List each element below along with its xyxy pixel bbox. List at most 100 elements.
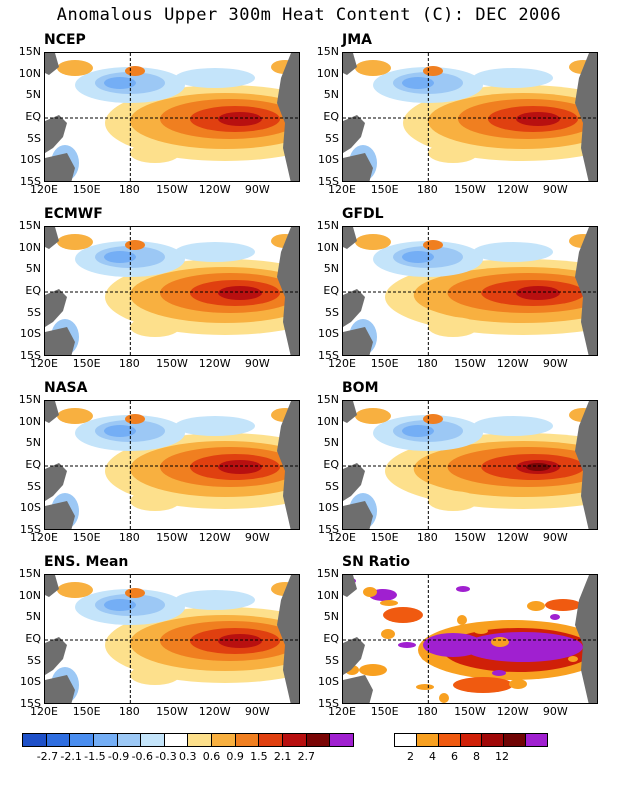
sn-speck — [421, 651, 431, 661]
lat-tick-label: 10S — [318, 675, 339, 689]
lon-tick-label: 150W — [156, 705, 188, 718]
lat-tick-label: 15N — [18, 45, 41, 58]
lon-tick-label: 120E — [30, 183, 58, 196]
lon-tick-label: 90W — [542, 357, 568, 370]
lat-tick-label: 5N — [25, 88, 41, 102]
land-maritime — [45, 637, 67, 675]
lon-tick-label: 90W — [542, 183, 568, 196]
land-americas — [575, 227, 597, 355]
anomaly-cool — [175, 68, 255, 88]
map-field — [44, 52, 300, 182]
colorbar-swatch — [235, 734, 260, 746]
lat-tick-label: 10N — [18, 240, 41, 254]
colorbar-swatch — [283, 734, 307, 746]
lon-tick-label: 120E — [328, 531, 356, 544]
lat-tick-label: EQ — [25, 110, 41, 123]
lon-tick-label: 150W — [156, 183, 188, 196]
colorbar-label: -2.1 — [60, 750, 82, 763]
panel-title: ECMWF — [44, 206, 103, 222]
sn-region — [359, 664, 387, 676]
anomaly-cool — [175, 242, 255, 262]
anomaly-warm — [218, 286, 262, 300]
lon-tick-label: 150W — [454, 531, 486, 544]
lon-tick-label: 90W — [244, 183, 270, 196]
anomaly-cool — [175, 416, 255, 436]
anomaly-warm — [423, 414, 443, 424]
lon-tick-label: 120W — [198, 531, 231, 544]
colorbar-swatch — [46, 734, 71, 746]
lat-tick-label: 10S — [318, 501, 339, 515]
lon-tick-label: 120E — [30, 531, 58, 544]
lat-tick-label: 15S — [20, 697, 41, 710]
lat-tick-label: 15S — [318, 697, 339, 710]
lat-tick-label: EQ — [25, 284, 41, 297]
lat-tick-label: 5S — [325, 305, 339, 319]
colorbar-swatch — [504, 734, 527, 746]
sn-speck — [492, 670, 506, 676]
land-americas — [575, 575, 597, 703]
map-field — [342, 226, 598, 356]
land-australia — [45, 501, 75, 529]
land-australia — [45, 675, 75, 703]
anomaly-cool — [104, 425, 136, 437]
lat-tick-label: 5S — [27, 305, 41, 319]
colorbar-label: 6 — [451, 750, 458, 763]
land-australia — [343, 501, 373, 529]
lon-tick-label: 150W — [454, 357, 486, 370]
land-philippines — [343, 401, 357, 423]
lon-tick-label: 150E — [72, 183, 101, 196]
lon-tick-label: 150E — [370, 531, 399, 544]
colorbar-swatch — [23, 734, 47, 746]
land-australia — [343, 153, 373, 181]
lon-tick-label: 180 — [416, 531, 438, 544]
lon-tick-label: 180 — [118, 357, 140, 370]
colorbar-label: 2 — [407, 750, 414, 763]
land-maritime — [343, 463, 365, 501]
land-australia — [343, 675, 373, 703]
anomaly-cool — [175, 590, 255, 610]
lat-tick-label: 5S — [325, 653, 339, 667]
colorbar-label: -0.6 — [131, 750, 154, 763]
sn-region — [545, 599, 581, 611]
map-field — [44, 400, 300, 530]
lat-tick-label: 15N — [316, 393, 339, 406]
lon-tick-label: 180 — [118, 183, 140, 196]
land-australia — [45, 153, 75, 181]
sn-speck — [380, 600, 398, 606]
lat-tick-label: 5N — [323, 610, 339, 624]
lat-tick-label: 15N — [18, 393, 41, 406]
colorbar-swatch — [416, 734, 439, 746]
sn-speck — [457, 615, 467, 625]
lon-tick-label: 150W — [454, 705, 486, 718]
lat-tick-label: 5S — [27, 479, 41, 493]
sn-speck — [491, 637, 509, 647]
colorbar-swatch — [259, 734, 284, 746]
land-philippines — [343, 53, 357, 75]
land-maritime — [343, 115, 365, 153]
anomaly-cool — [402, 251, 434, 263]
anomaly-warm — [125, 414, 145, 424]
lat-tick-label: 5N — [323, 88, 339, 102]
anomaly-cool — [104, 251, 136, 263]
colorbar-swatch — [70, 734, 94, 746]
lat-tick-label: 15S — [20, 349, 41, 362]
anomaly-warm — [125, 240, 145, 250]
anomaly-cool — [104, 599, 136, 611]
colorbar-label: 0.3 — [179, 750, 197, 763]
lat-tick-label: 10S — [20, 153, 41, 167]
panel-title: SN Ratio — [342, 554, 411, 570]
lon-tick-label: 120E — [30, 705, 58, 718]
colorbar-swatch — [306, 734, 331, 746]
colorbar-label: 2.7 — [297, 750, 316, 763]
colorbar-swatch — [395, 734, 417, 746]
sn-speck — [474, 628, 488, 634]
anomaly-warm — [526, 463, 550, 471]
anomaly-warm — [57, 234, 93, 250]
anomaly-warm — [57, 408, 93, 424]
colorbar-swatch — [330, 734, 353, 746]
lat-tick-label: 10N — [316, 66, 339, 80]
map-field — [342, 52, 598, 182]
lat-tick-label: EQ — [25, 458, 41, 471]
lat-tick-label: 10S — [318, 153, 339, 167]
lon-tick-label: 120W — [496, 183, 529, 196]
